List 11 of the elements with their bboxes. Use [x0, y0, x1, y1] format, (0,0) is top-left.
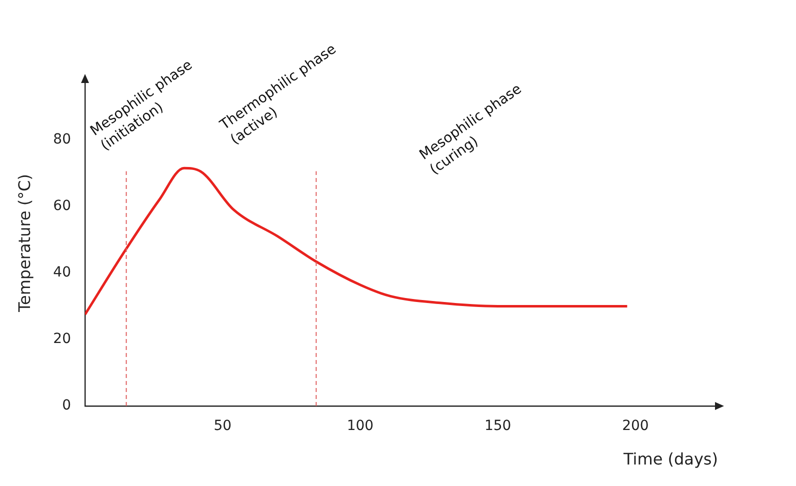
x-tick-label: 150 [484, 418, 512, 434]
x-tick-label: 100 [346, 418, 374, 434]
y-tick-label: 40 [53, 264, 72, 281]
x-tick-label: 200 [622, 418, 649, 434]
y-tick-label: 20 [53, 331, 72, 348]
x-axis-title: Time (days) [622, 450, 718, 469]
y-tick-label: 60 [53, 198, 72, 214]
y-tick-label: 80 [53, 132, 72, 148]
y-tick-label: 0 [62, 398, 72, 414]
y-axis-title: Temperature (°C) [14, 174, 34, 314]
x-tick-label: 50 [214, 418, 232, 434]
